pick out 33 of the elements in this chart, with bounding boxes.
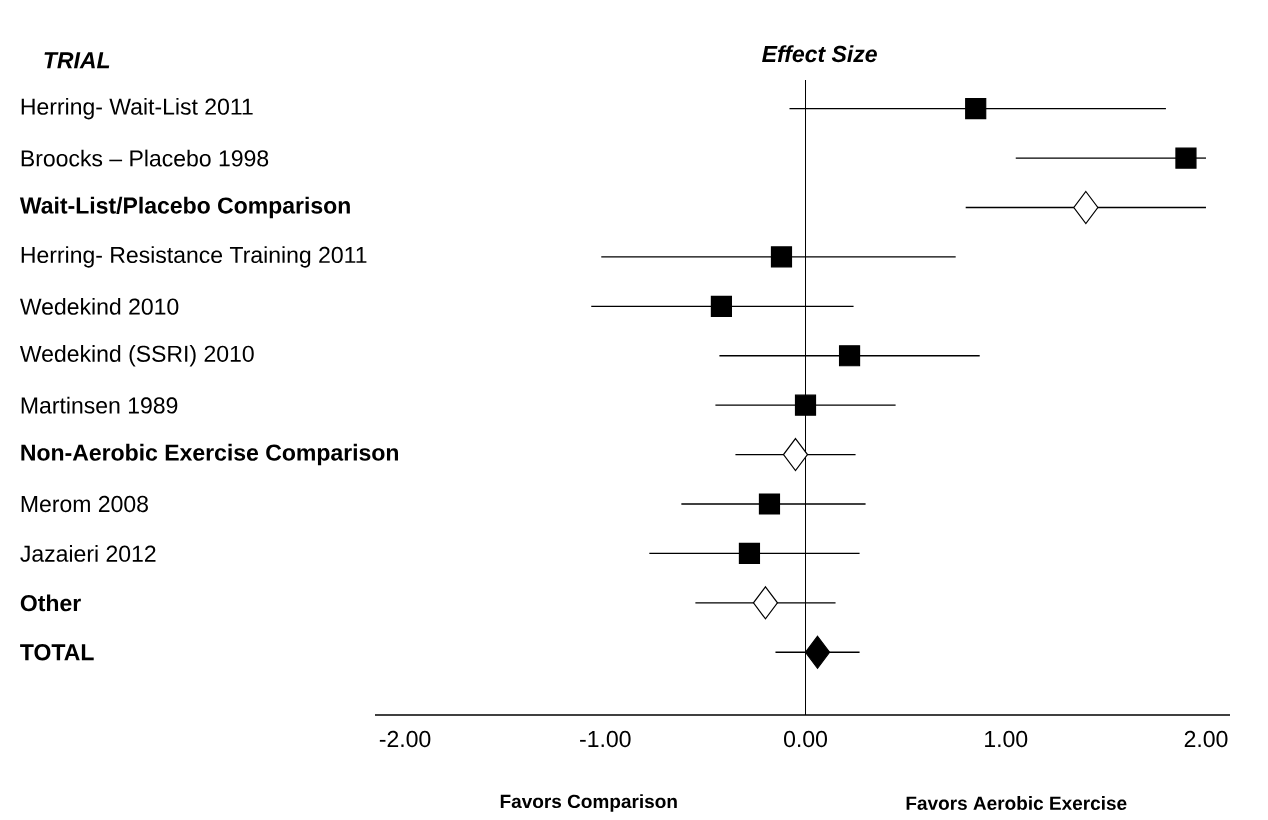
point bbox=[838, 345, 861, 367]
y-tick-label: Herring- Wait-List 2011 bbox=[21, 97, 253, 120]
point bbox=[770, 246, 793, 268]
point bbox=[1175, 147, 1197, 169]
point bbox=[794, 394, 817, 416]
y-tick-label: Martinsen 1989 bbox=[21, 396, 178, 414]
y-tick-label: TOTAL bbox=[20, 644, 94, 661]
point bbox=[965, 98, 987, 120]
y-tick-label: Merom 2008 bbox=[21, 495, 148, 513]
point bbox=[738, 542, 761, 565]
point bbox=[782, 437, 809, 472]
x-tick-label: 2.00 bbox=[1184, 730, 1228, 748]
chart-title: Effect Size bbox=[762, 45, 877, 63]
y-tick-label: Wait-List/Placebo Comparison bbox=[19, 196, 350, 219]
x-tick-label: 0.00 bbox=[784, 730, 827, 748]
point bbox=[804, 635, 831, 669]
text: Favors Aerobic Exercise bbox=[906, 796, 1127, 810]
x-tick-label: 1.00 bbox=[985, 730, 1028, 748]
y-tick-label: Jazaieri 2012 bbox=[20, 544, 156, 562]
y-tick-label: Other bbox=[20, 594, 81, 612]
point bbox=[758, 493, 781, 515]
y-tick-label: Wedekind (SSRI) 2010 bbox=[19, 345, 254, 367]
y-tick-label: Broocks – Placebo 1998 bbox=[21, 149, 269, 167]
point bbox=[752, 586, 779, 620]
y-tick-label: Herring- Resistance Training 2011 bbox=[21, 246, 367, 268]
text: Favors Comparison bbox=[500, 794, 677, 812]
y-tick-label: Wedekind 2010 bbox=[19, 297, 179, 315]
point bbox=[710, 295, 733, 317]
x-tick-label: -1.00 bbox=[580, 730, 631, 748]
y-tick-label: Non-Aerobic Exercise Comparison bbox=[21, 443, 399, 466]
y-axis-title: TRIAL bbox=[44, 52, 110, 69]
x-tick-label: -2.00 bbox=[379, 730, 431, 748]
point bbox=[1073, 190, 1099, 225]
